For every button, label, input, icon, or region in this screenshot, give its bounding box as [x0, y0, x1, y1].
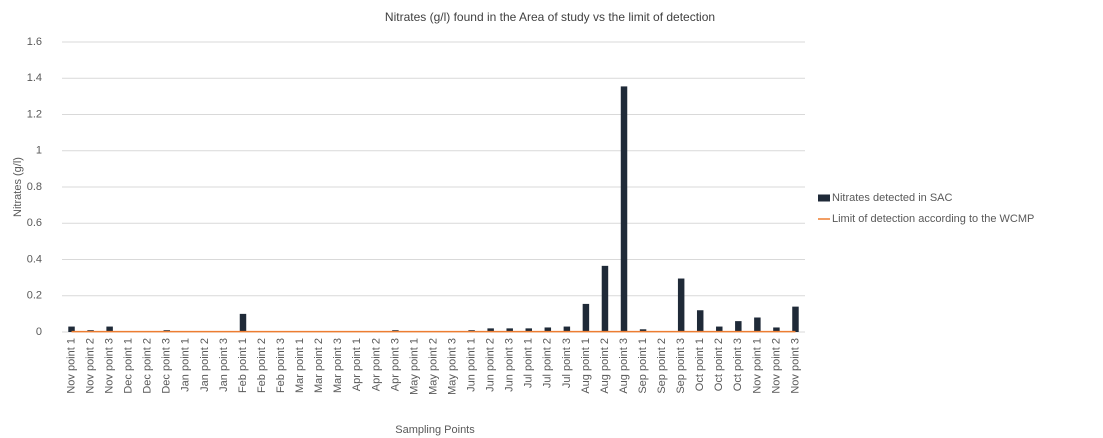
bar	[582, 303, 590, 332]
y-tick-label: 0.2	[27, 290, 42, 302]
x-tick-label: Feb point 1	[237, 338, 249, 393]
x-tick-label: Nov point 2	[770, 338, 782, 394]
y-tick-label: 0	[36, 326, 42, 338]
bar	[68, 326, 75, 332]
x-tick-label: Dec point 3	[161, 338, 173, 394]
x-tick-label: Aug point 1	[580, 338, 592, 394]
legend-label: Nitrates detected in SAC	[832, 192, 953, 204]
x-tick-label: May point 3	[446, 338, 458, 395]
legend-label: Limit of detection according to the WCMP	[832, 213, 1034, 225]
bar	[677, 278, 685, 332]
y-tick-label: 1.4	[27, 72, 42, 84]
x-tick-label: Dec point 2	[142, 338, 154, 394]
x-tick-label: Nov point 3	[104, 338, 116, 394]
x-tick-label: Aug point 3	[618, 338, 630, 394]
x-tick-label: Mar point 1	[294, 338, 306, 393]
bar	[239, 313, 247, 332]
x-tick-label: Apr point 1	[351, 338, 363, 391]
x-tick-label: Jan point 1	[180, 338, 192, 392]
x-tick-label: Nov point 2	[84, 338, 96, 394]
x-tick-label: Nov point 1	[65, 338, 77, 394]
x-tick-label: May point 1	[408, 338, 420, 395]
x-tick-label: Jul point 3	[561, 338, 573, 388]
x-tick-label: Nov point 3	[789, 338, 801, 394]
x-tick-label: Mar point 2	[313, 338, 325, 393]
y-axis-label: Nitrates (g/l)	[12, 157, 24, 217]
x-tick-label: Jul point 2	[542, 338, 554, 388]
x-tick-label: Jan point 2	[199, 338, 211, 392]
x-tick-label: Sep point 3	[675, 338, 687, 394]
bar	[620, 86, 628, 332]
x-tick-label: Dec point 1	[123, 338, 135, 394]
x-tick-label: Oct point 2	[713, 338, 725, 391]
y-tick-label: 0.6	[27, 217, 42, 229]
y-tick-label: 0.4	[27, 253, 42, 265]
x-tick-label: May point 2	[427, 338, 439, 395]
x-tick-label: Feb point 2	[256, 338, 268, 393]
y-tick-label: 1	[36, 145, 42, 157]
x-tick-label: Sep point 1	[637, 338, 649, 394]
bar	[525, 328, 532, 332]
x-tick-label: Mar point 3	[332, 338, 344, 393]
legend-swatch	[818, 194, 830, 202]
chart-title: Nitrates (g/l) found in the Area of stud…	[385, 10, 715, 24]
x-tick-label: Jul point 1	[523, 338, 535, 388]
bar	[639, 329, 647, 332]
bar	[487, 328, 494, 332]
y-tick-label: 0.8	[27, 181, 42, 193]
bar	[735, 321, 742, 332]
y-tick-label: 1.2	[27, 108, 42, 120]
x-tick-label: Aug point 2	[599, 338, 611, 394]
x-tick-label: Jan point 3	[218, 338, 230, 392]
bar	[773, 327, 780, 332]
bar	[106, 326, 113, 332]
x-tick-label: Jun point 2	[485, 338, 497, 392]
x-tick-label: Jun point 1	[466, 338, 478, 392]
bar	[716, 326, 723, 332]
x-axis-label: Sampling Points	[395, 424, 475, 436]
bar	[754, 317, 761, 332]
x-tick-label: Jun point 3	[504, 338, 516, 392]
x-tick-label: Oct point 1	[694, 338, 706, 391]
x-tick-label: Apr point 2	[370, 338, 382, 391]
x-tick-label: Apr point 3	[389, 338, 401, 391]
bar	[601, 265, 609, 332]
y-tick-label: 1.6	[27, 36, 42, 48]
x-tick-label: Sep point 2	[656, 338, 668, 394]
x-tick-label: Oct point 3	[732, 338, 744, 391]
bar	[563, 326, 571, 332]
bar	[696, 310, 704, 332]
x-tick-label: Nov point 1	[751, 338, 763, 394]
x-tick-label: Feb point 3	[275, 338, 287, 393]
bar	[506, 328, 513, 332]
bar	[544, 327, 552, 332]
bar	[792, 306, 799, 332]
